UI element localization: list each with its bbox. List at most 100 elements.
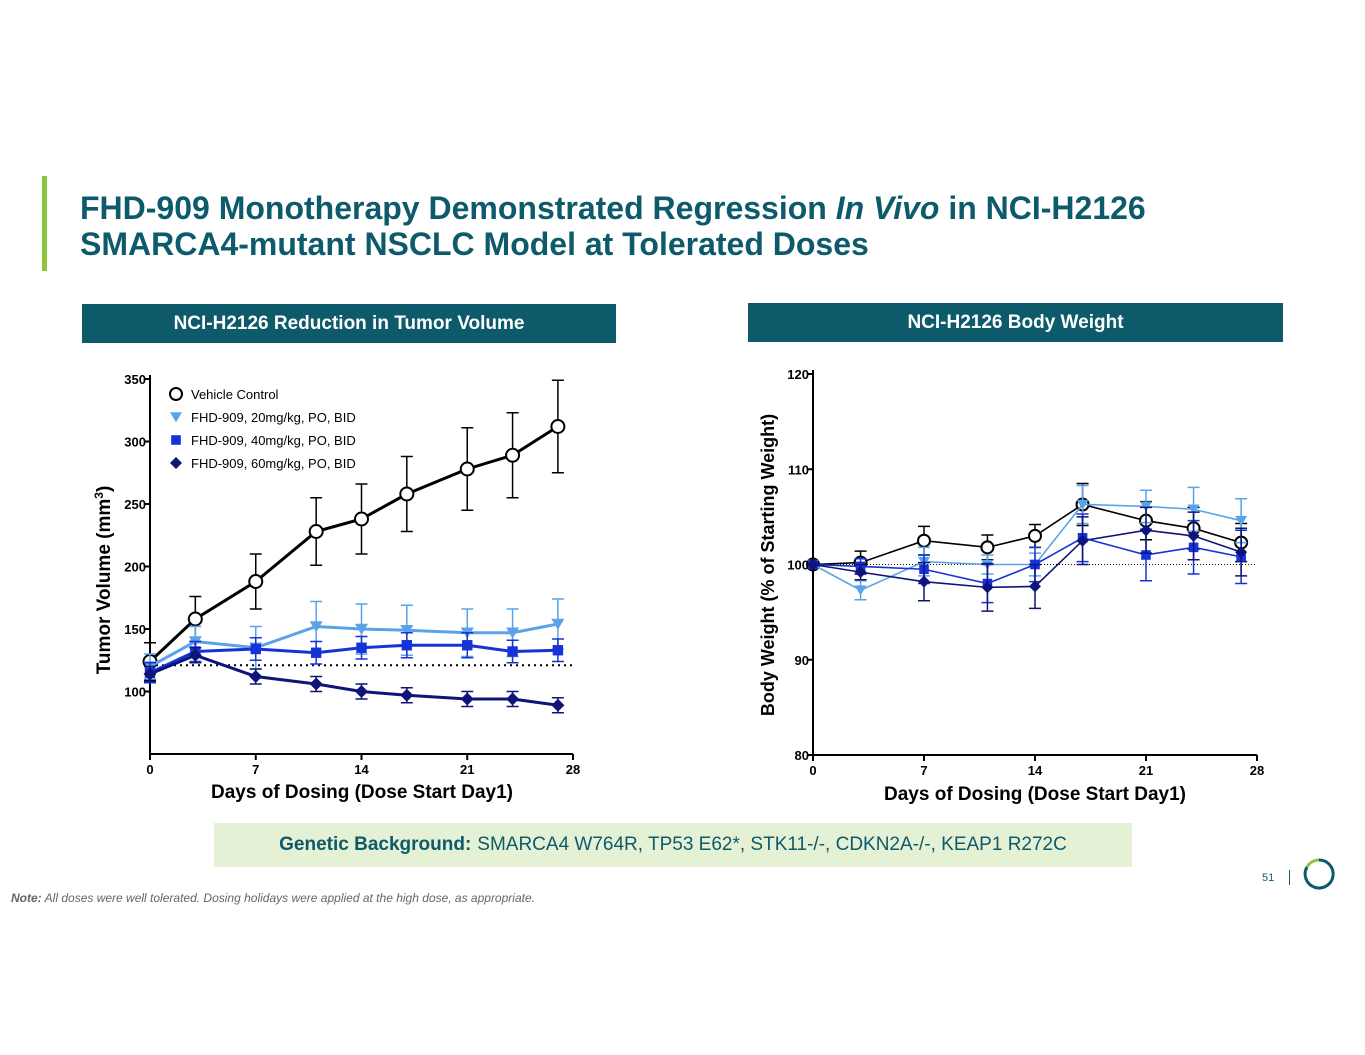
bw-series-line: [812, 503, 1242, 592]
tv-legend-label: FHD-909, 20mg/kg, PO, BID: [191, 410, 356, 425]
tv-x-axis-label: Days of Dosing (Dose Start Day1): [211, 782, 513, 803]
bw-series-0: [806, 482, 1249, 575]
tv-x-tick-label: 0: [146, 762, 153, 777]
tv-data-point: [248, 574, 264, 589]
bw-x-axis-label: Days of Dosing (Dose Start Day1): [884, 784, 1186, 805]
tv-data-point: [309, 677, 323, 691]
tv-y-tick-label: 300: [124, 435, 146, 450]
tv-data-point: [355, 623, 368, 635]
bw-data-point: [807, 558, 819, 571]
tv-x-tick-label: 28: [566, 762, 580, 777]
tv-data-point: [187, 611, 203, 627]
tv-x-tick-label: 14: [354, 762, 369, 777]
tv-series-2: [144, 632, 564, 684]
tv-series-line: [149, 643, 558, 675]
tv-y-tick-label: 200: [124, 560, 146, 575]
tumor-volume-header: NCI-H2126 Reduction in Tumor Volume: [82, 304, 616, 343]
tv-legend-marker: [169, 387, 183, 401]
body-weight-header: NCI-H2126 Body Weight: [748, 303, 1283, 342]
tv-data-point: [249, 670, 263, 683]
bw-data-point: [1187, 529, 1200, 542]
tv-series-line: [149, 653, 559, 707]
bw-y-tick-label: 90: [795, 653, 809, 668]
tv-y-label-sup: 3: [92, 492, 106, 499]
tv-y-tick-label: 350: [124, 372, 146, 387]
bw-series-line: [812, 529, 1242, 589]
tv-x-tick-label: 7: [252, 762, 259, 777]
tumor-volume-chart: 100 150 200 250 300 350 0 7 14 21 28 Vehicle Contro…: [92, 372, 580, 803]
tv-y-axis-label: Tumor Volume (mm3): [92, 486, 115, 675]
bw-data-point: [1235, 546, 1248, 559]
tv-data-point: [354, 511, 369, 527]
tv-data-point: [506, 627, 520, 639]
bw-x-tick-label: 0: [809, 763, 816, 778]
tv-x-tick-label: 21: [460, 762, 474, 777]
bw-x-tick-label: 14: [1028, 763, 1043, 778]
page-title: FHD-909 Monotherapy Demonstrated Regress…: [80, 190, 1320, 262]
tv-data-point: [188, 648, 202, 662]
company-logo-icon: [1303, 858, 1335, 890]
tv-data-point: [550, 419, 566, 434]
body-weight-chart: 80 90 100 110 120 0 7 14 21 28 Days of Dosing (Do…: [758, 367, 1264, 805]
title-part1: FHD-909 Monotherapy Demonstrated Regress…: [80, 190, 836, 226]
bw-x-tick-label: 7: [920, 763, 927, 778]
tv-data-point: [459, 461, 475, 477]
tv-legend-label: FHD-909, 60mg/kg, PO, BID: [191, 456, 356, 471]
tv-y-label-end: ): [94, 486, 115, 492]
bw-series-3: [807, 506, 1248, 612]
bw-y-tick-label: 100: [787, 558, 809, 573]
bw-data-point: [917, 533, 931, 548]
tv-legend: Vehicle Control FHD-909, 20mg/kg, PO, BID…: [169, 387, 356, 471]
genetic-value: SMARCA4 W764R, TP53 E62*, STK11-/-, CDKN…: [477, 834, 1067, 855]
tv-data-point: [399, 486, 415, 502]
bw-data-point: [854, 566, 867, 579]
tv-data-point: [401, 640, 413, 651]
tv-data-point: [355, 685, 368, 698]
bw-data-point: [1235, 515, 1248, 527]
bw-y-tick-label: 120: [787, 367, 809, 382]
tv-data-point: [310, 647, 322, 658]
tv-data-point: [308, 524, 324, 539]
page-number: 51: [1262, 872, 1275, 884]
tv-data-point: [462, 640, 473, 651]
tv-legend-marker: [170, 412, 182, 423]
tv-y-tick-label: 250: [124, 497, 146, 512]
tv-series-3: [143, 647, 565, 714]
bw-x-tick-label: 21: [1139, 763, 1153, 778]
note-text: All doses were well tolerated. Dosing ho…: [44, 891, 535, 905]
bw-series-1: [807, 484, 1248, 601]
tv-data-point: [309, 621, 323, 633]
bw-data-point: [1029, 580, 1041, 593]
tv-data-point: [505, 447, 521, 463]
tv-data-point: [460, 692, 474, 706]
bw-data-point: [1028, 528, 1042, 543]
bw-y-tick-label: 110: [788, 462, 809, 477]
bw-series-line: [812, 536, 1242, 585]
tv-legend-label: Vehicle Control: [191, 387, 279, 402]
bw-data-point: [1076, 499, 1089, 510]
title-part2: in NCI-H2126 SMARCA4-mutant NSCLC Model …: [80, 190, 1146, 262]
bw-data-point: [1187, 504, 1200, 515]
bw-data-point: [854, 585, 867, 596]
tv-data-point: [506, 692, 520, 706]
tv-data-point: [507, 646, 518, 657]
tv-data-point: [552, 645, 564, 656]
tv-data-point: [356, 642, 367, 653]
bw-data-point: [980, 540, 995, 555]
note-label: Note:: [11, 891, 42, 905]
bw-y-axis-label: Body Weight (% of Starting Weight): [758, 414, 778, 716]
genetic-background-box: Genetic Background: SMARCA4 W764R, TP53 E…: [214, 823, 1132, 867]
footnote: Note: All doses were well tolerated. Dosi…: [11, 891, 535, 905]
bw-data-point: [981, 581, 994, 594]
bw-data-point: [918, 575, 930, 588]
tv-data-point: [551, 618, 565, 630]
bw-x-tick-label: 28: [1250, 763, 1264, 778]
tv-legend-marker: [170, 457, 182, 469]
tv-data-point: [143, 667, 157, 681]
tv-y-label-main: Tumor Volume (mm: [94, 499, 115, 675]
tv-data-point: [250, 643, 261, 655]
tv-data-point: [400, 625, 414, 637]
title-italic: In Vivo: [835, 190, 940, 226]
page-divider: [1289, 870, 1290, 885]
bw-data-point: [1141, 550, 1151, 560]
